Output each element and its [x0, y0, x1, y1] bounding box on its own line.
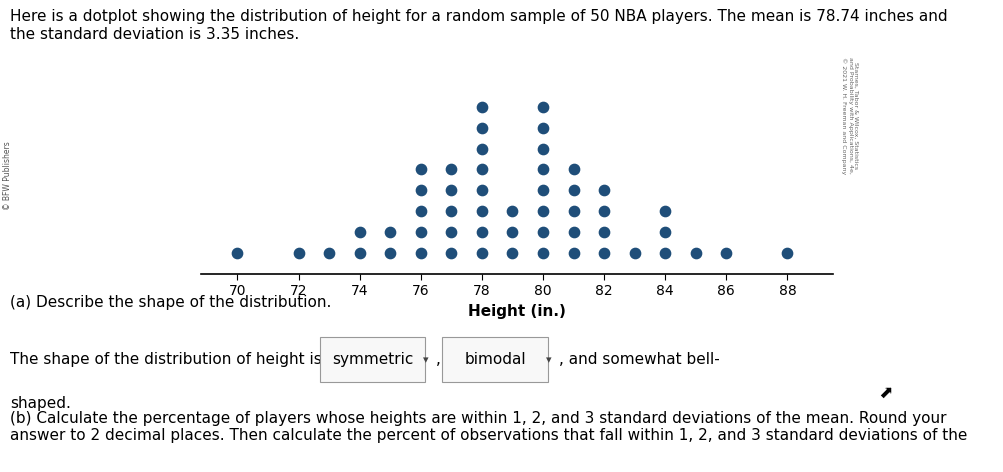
Point — [473, 145, 489, 152]
Point — [412, 228, 428, 236]
Point — [473, 228, 489, 236]
Point — [473, 249, 489, 257]
Point — [535, 207, 551, 215]
Point — [626, 249, 642, 257]
Point — [290, 249, 306, 257]
Point — [504, 207, 520, 215]
Text: symmetric: symmetric — [332, 353, 413, 367]
Point — [443, 249, 459, 257]
Point — [351, 228, 367, 236]
Point — [443, 186, 459, 194]
Point — [657, 249, 673, 257]
Point — [473, 186, 489, 194]
Point — [535, 145, 551, 152]
Point — [382, 249, 398, 257]
Point — [412, 207, 428, 215]
Text: (b) Calculate the percentage of players whose heights are within 1, 2, and 3 sta: (b) Calculate the percentage of players … — [10, 411, 967, 443]
Point — [778, 249, 794, 257]
Text: ,: , — [435, 353, 440, 367]
Point — [657, 228, 673, 236]
Text: Here is a dotplot showing the distribution of height for a random sample of 50 N: Here is a dotplot showing the distributi… — [10, 9, 947, 42]
Text: ▾: ▾ — [546, 355, 551, 365]
Point — [535, 103, 551, 110]
Point — [473, 124, 489, 132]
Point — [535, 166, 551, 173]
Text: ▾: ▾ — [423, 355, 428, 365]
Point — [565, 228, 581, 236]
Point — [504, 228, 520, 236]
Point — [535, 228, 551, 236]
Point — [473, 166, 489, 173]
Text: The shape of the distribution of height is roughly: The shape of the distribution of height … — [10, 352, 389, 367]
Point — [565, 166, 581, 173]
Point — [473, 207, 489, 215]
Point — [596, 249, 612, 257]
Point — [443, 166, 459, 173]
Text: (a) Describe the shape of the distribution.: (a) Describe the shape of the distributi… — [10, 295, 331, 310]
Text: Starnes, Tabor & Wilcox, Statistics
and Probability with Applications, 4e,
© 202: Starnes, Tabor & Wilcox, Statistics and … — [841, 57, 858, 174]
Point — [412, 249, 428, 257]
Text: shaped.: shaped. — [10, 396, 71, 412]
Point — [535, 186, 551, 194]
Text: ⬆: ⬆ — [872, 383, 894, 405]
Point — [443, 228, 459, 236]
Text: © BFW Publishers: © BFW Publishers — [3, 142, 12, 211]
Point — [596, 228, 612, 236]
X-axis label: Height (in.): Height (in.) — [467, 304, 566, 319]
Point — [535, 249, 551, 257]
Point — [230, 249, 246, 257]
Point — [687, 249, 703, 257]
Text: , and somewhat bell-: , and somewhat bell- — [559, 353, 719, 367]
Point — [504, 249, 520, 257]
Point — [535, 124, 551, 132]
Point — [443, 207, 459, 215]
Text: bimodal: bimodal — [463, 353, 526, 367]
Point — [565, 186, 581, 194]
Point — [351, 249, 367, 257]
Point — [412, 186, 428, 194]
Point — [473, 103, 489, 110]
Point — [657, 207, 673, 215]
Point — [596, 186, 612, 194]
Point — [382, 228, 398, 236]
Point — [596, 207, 612, 215]
Point — [717, 249, 733, 257]
Point — [565, 207, 581, 215]
Point — [565, 249, 581, 257]
Point — [321, 249, 337, 257]
Point — [412, 166, 428, 173]
